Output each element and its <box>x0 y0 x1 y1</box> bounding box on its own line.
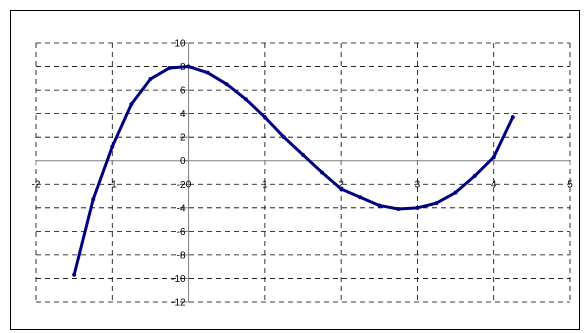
series-group <box>72 64 515 277</box>
data-point <box>472 174 477 179</box>
data-point <box>72 272 77 277</box>
x-tick-label: 2 <box>338 180 344 191</box>
data-point <box>243 97 248 102</box>
data-point <box>434 201 439 206</box>
x-tick-label: 3 <box>415 180 421 191</box>
data-point <box>205 70 210 75</box>
grid-lines <box>35 42 571 303</box>
data-point <box>320 170 325 175</box>
data-point <box>148 77 153 82</box>
y-tick-label: -4 <box>177 203 186 214</box>
data-point <box>262 115 267 120</box>
x-tick-label: 0 <box>186 180 192 191</box>
x-tick-label: 1 <box>262 180 268 191</box>
data-point <box>377 203 382 208</box>
y-tick-label: 0 <box>180 156 186 167</box>
y-tick-label: 10 <box>174 39 186 50</box>
data-point <box>453 190 458 195</box>
data-point <box>358 195 363 200</box>
data-point <box>339 186 344 191</box>
x-tick-label: 5 <box>567 180 573 191</box>
data-point <box>281 135 286 140</box>
x-tick-label: -1 <box>108 180 117 191</box>
x-tick-label: -2 <box>32 180 41 191</box>
data-point <box>91 197 96 202</box>
data-point <box>396 206 401 211</box>
data-point <box>186 64 191 69</box>
data-point <box>167 65 172 70</box>
y-tick-label: -12 <box>171 298 186 309</box>
axes <box>35 42 571 303</box>
data-point <box>110 144 115 149</box>
data-point <box>491 155 496 160</box>
y-tick-label: 4 <box>180 109 186 120</box>
y-tick-label: -6 <box>177 227 186 238</box>
y-tick-label: -8 <box>177 250 186 261</box>
y-tick-label: 6 <box>180 86 186 97</box>
series-line <box>72 65 515 277</box>
data-point <box>129 102 134 107</box>
data-point <box>301 152 305 157</box>
y-tick-label: 2 <box>180 133 186 144</box>
data-point <box>224 82 229 87</box>
data-point <box>510 115 515 120</box>
y-tick-label: -2 <box>177 180 186 191</box>
y-tick-label: -10 <box>171 274 186 285</box>
data-point <box>415 205 420 210</box>
x-tick-label: 4 <box>491 180 497 191</box>
